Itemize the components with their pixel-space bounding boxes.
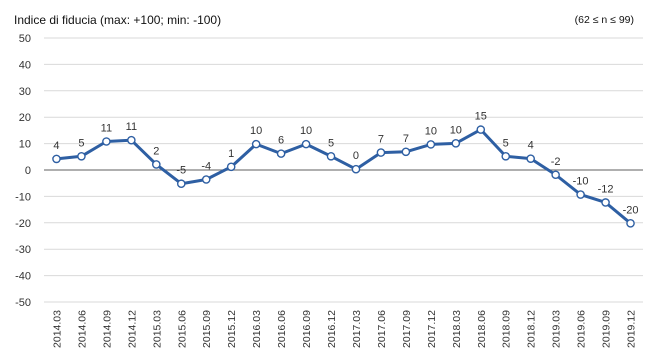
data-point <box>551 170 560 180</box>
data-point <box>426 140 436 149</box>
data-point <box>326 151 336 161</box>
data-point <box>376 148 386 157</box>
data-point <box>127 135 136 145</box>
data-label: 1 <box>228 148 234 160</box>
chart-title: Indice di fiducia (max: +100; min: -100) <box>14 13 222 27</box>
data-point <box>526 154 535 163</box>
data-point <box>152 160 161 169</box>
x-tick-label: 2015.09 <box>201 310 213 348</box>
data-label: 10 <box>250 125 262 137</box>
data-label: 7 <box>403 133 409 145</box>
y-tick-label: 30 <box>19 86 31 98</box>
y-tick-label: -20 <box>15 218 31 230</box>
y-tick-label: 20 <box>19 112 31 124</box>
x-tick-label: 2014.09 <box>101 310 113 348</box>
data-label: 2 <box>153 145 159 157</box>
data-label: 10 <box>300 125 312 137</box>
x-tick-label: 2015.06 <box>176 310 188 348</box>
y-tick-label: 40 <box>19 59 31 71</box>
data-point <box>77 151 86 161</box>
y-tick-label: -40 <box>15 271 31 283</box>
x-tick-label: 2019.12 <box>626 310 638 348</box>
data-label: 4 <box>53 140 59 152</box>
data-point <box>451 139 461 148</box>
data-label: 10 <box>450 124 462 136</box>
data-point <box>576 190 585 199</box>
x-tick-label: 2014.06 <box>76 310 88 348</box>
y-tick-label: -10 <box>15 191 31 203</box>
data-label: 0 <box>353 150 359 162</box>
data-point <box>102 137 111 146</box>
x-tick-label: 2017.06 <box>376 310 388 348</box>
data-label: -5 <box>176 165 186 177</box>
x-tick-label: 2017.09 <box>401 310 413 348</box>
data-point <box>301 139 311 149</box>
x-tick-label: 2017.12 <box>426 310 438 348</box>
x-tick-label: 2015.12 <box>226 310 238 348</box>
data-point <box>601 198 610 207</box>
x-tick-label: 2018.12 <box>526 310 538 348</box>
data-point <box>501 151 511 161</box>
data-label: -4 <box>201 161 211 173</box>
x-tick-label: 2017.03 <box>351 310 363 348</box>
data-point <box>52 154 61 164</box>
data-label: 11 <box>126 121 137 133</box>
data-label: 4 <box>528 140 534 152</box>
x-tick-label: 2019.09 <box>601 310 613 348</box>
x-tick-label: 2016.06 <box>276 310 288 348</box>
x-tick-label: 2015.03 <box>151 310 163 348</box>
x-tick-label: 2016.12 <box>326 310 338 348</box>
y-tick-label: -50 <box>15 297 31 309</box>
x-tick-label: 2014.12 <box>126 310 138 348</box>
x-tick-label: 2019.06 <box>576 310 588 348</box>
data-label: -10 <box>573 176 589 188</box>
x-tick-label: 2014.03 <box>51 310 63 348</box>
y-tick-label: 50 <box>19 33 31 45</box>
data-point <box>201 175 211 184</box>
series-line <box>56 128 632 225</box>
data-label: 5 <box>328 137 334 149</box>
y-tick-label: 0 <box>25 165 31 177</box>
data-point <box>626 219 635 228</box>
data-point <box>476 125 486 134</box>
x-tick-label: 2018.09 <box>501 310 513 348</box>
x-tick-label: 2018.03 <box>451 310 463 348</box>
data-label: 5 <box>503 137 509 149</box>
data-label: 6 <box>278 135 284 147</box>
x-tick-label: 2016.03 <box>251 310 263 348</box>
data-label: 7 <box>378 134 384 146</box>
x-tick-label: 2018.06 <box>476 310 488 348</box>
data-label: 10 <box>425 125 437 137</box>
data-label: 5 <box>78 137 84 149</box>
data-point <box>251 139 261 149</box>
data-label: -20 <box>623 204 639 216</box>
x-tick-label: 2016.09 <box>301 310 313 348</box>
sample-size-range: (62 ≤ n ≤ 99) <box>574 14 634 26</box>
data-label: -12 <box>598 183 614 195</box>
y-tick-label: -30 <box>15 244 31 256</box>
data-point <box>401 147 411 157</box>
y-tick-label: 10 <box>19 139 31 151</box>
data-point <box>351 164 361 174</box>
data-point <box>176 179 186 189</box>
data-label: -2 <box>551 156 561 168</box>
data-point <box>226 162 236 172</box>
data-label: 15 <box>475 111 487 123</box>
data-point <box>276 149 286 158</box>
x-tick-label: 2019.03 <box>551 310 563 348</box>
data-label: 11 <box>101 122 112 134</box>
